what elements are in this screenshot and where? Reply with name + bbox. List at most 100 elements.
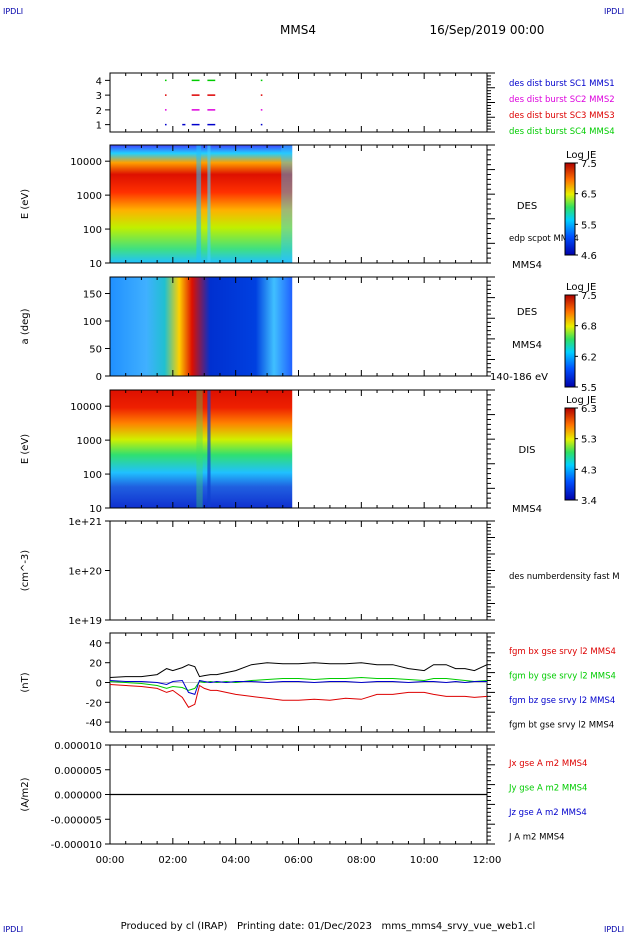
des-pitch-panel-spacecraft-label: MMS4 — [512, 340, 542, 351]
des-pitch-panel-ytick-label: 150 — [83, 290, 102, 301]
fgm-legend-4: fgm bt gse srvy l2 MMS4 — [509, 721, 614, 731]
current-panel-ytick-label: 0.000000 — [54, 791, 102, 802]
fgm-legend-1: fgm bx gse srvy l2 MMS4 — [509, 647, 616, 657]
des-pitch-panel-ylabel: a (deg) — [20, 308, 31, 344]
burst-panel-ytick-label: 1 — [96, 121, 102, 132]
des-energy-panel-instrument-label: DES — [517, 201, 537, 212]
burst-legend-4: des dist burst SC4 MMS4 — [509, 127, 615, 137]
des-energy-panel-heatmap-streak — [207, 145, 211, 263]
des-energy-panel-heatmap-streak — [281, 145, 293, 263]
des-energy-panel-spacecraft-label: MMS4 — [512, 260, 542, 271]
des-pitch-panel-colorbar — [564, 294, 576, 388]
fgm-panel-ytick-label: -20 — [86, 698, 102, 709]
current-panel-ylabel: (A/m2) — [20, 777, 31, 811]
figure-title: MMS4 — [280, 23, 316, 37]
density-panel-legend: des numberdensity fast M — [509, 572, 620, 582]
dis-energy-panel-ylabel: E (eV) — [20, 434, 31, 464]
burst-panel-ytick-label: 2 — [96, 106, 102, 117]
x-axis-tick-label: 04:00 — [221, 855, 250, 866]
des-energy-panel-ytick-label: 10 — [89, 259, 102, 270]
fgm-panel-ylabel: (nT) — [20, 672, 31, 692]
des-energy-panel-ylabel: E (eV) — [20, 189, 31, 219]
des-energy-panel-colorbar-title: Log JE — [566, 150, 596, 161]
current-legend-3: Jz gse A m2 MMS4 — [508, 808, 587, 818]
des-pitch-panel-ytick-label: 50 — [89, 345, 102, 356]
dis-energy-panel-heatmap — [110, 390, 293, 508]
corner-label-top-right: IPDLI — [604, 7, 624, 16]
x-axis-tick-label: 00:00 — [96, 855, 125, 866]
dis-energy-panel-colorbar-title: Log JE — [566, 395, 596, 406]
burst-panel-frame — [109, 72, 488, 133]
des-pitch-panel-colorbar-label: 7.5 — [581, 291, 597, 302]
figure-date: 16/Sep/2019 00:00 — [430, 23, 545, 37]
dis-energy-panel-ytick-label: 10 — [89, 504, 102, 515]
burst-legend-3: des dist burst SC3 MMS3 — [509, 111, 615, 121]
current-legend-1: Jx gse A m2 MMS4 — [508, 759, 587, 769]
des-pitch-panel-colorbar-label: 6.2 — [581, 352, 597, 363]
fgm-series-bz — [109, 679, 487, 696]
des-energy-panel-colorbar-label: 7.5 — [581, 159, 597, 170]
fgm-panel-ytick-label: 0 — [96, 679, 102, 690]
des-energy-panel-colorbar — [564, 162, 576, 256]
des-energy-panel-ytick-label: 1000 — [77, 191, 102, 202]
current-panel-ytick-label: 0.000005 — [54, 766, 102, 777]
des-energy-panel-heatmap-streak — [196, 145, 202, 263]
fgm-legend-3: fgm bz gse srvy l2 MMS4 — [509, 696, 615, 706]
des-energy-panel-ytick-label: 10000 — [70, 157, 102, 168]
fgm-panel-ytick-label: 20 — [89, 659, 102, 670]
corner-label-top-left: IPDLI — [3, 7, 23, 16]
dis-energy-panel-ytick-label: 10000 — [70, 402, 102, 413]
des-energy-panel-heatmap — [110, 145, 293, 263]
density-panel-frame — [109, 520, 488, 621]
des-pitch-panel-colorbar-label: 5.5 — [581, 383, 597, 394]
x-axis-tick-label: 10:00 — [410, 855, 439, 866]
dis-energy-panel-colorbar-label: 5.3 — [581, 435, 597, 446]
des-pitch-panel-ytick-label: 100 — [83, 317, 102, 328]
dis-energy-panel-heatmap-streak — [207, 390, 211, 508]
density-panel-ytick-label: 1e+20 — [68, 567, 102, 578]
dis-energy-panel-instrument-label: DIS — [519, 445, 536, 456]
x-axis-tick-label: 08:00 — [347, 855, 376, 866]
burst-legend-2: des dist burst SC2 MMS2 — [509, 95, 615, 105]
des-energy-panel-colorbar-label: 5.5 — [581, 220, 597, 231]
current-panel-ytick-label: -0.000010 — [51, 840, 102, 851]
des-energy-panel-colorbar-label: 6.5 — [581, 190, 597, 201]
burst-legend-1: des dist burst SC1 MMS1 — [509, 79, 615, 89]
dis-energy-panel-ytick-label: 1000 — [77, 436, 102, 447]
burst-panel-ytick-label: 4 — [96, 76, 102, 87]
fgm-series-bx — [109, 684, 488, 708]
des-pitch-panel-colorbar-title: Log JE — [566, 282, 596, 293]
dis-energy-panel-colorbar — [564, 407, 576, 501]
footer-credits: Produced by cl (IRAP) Printing date: 01/… — [121, 921, 536, 932]
des-pitch-panel-energy-range-label: 140-186 eV — [490, 372, 548, 383]
des-pitch-panel-colorbar-label: 6.8 — [581, 322, 597, 333]
current-panel-ytick-label: 0.000010 — [54, 741, 102, 752]
corner-label-bottom-left: IPDLI — [3, 925, 23, 934]
dis-energy-panel-heatmap-streak — [196, 390, 203, 508]
fgm-series-bt — [109, 662, 488, 678]
des-pitch-panel-instrument-label: DES — [517, 307, 537, 318]
density-panel-ytick-label: 1e+21 — [68, 517, 102, 528]
current-panel-ytick-label: -0.000005 — [51, 815, 102, 826]
corner-label-bottom-right: IPDLI — [604, 925, 624, 934]
des-pitch-panel-heatmap — [110, 277, 293, 376]
dis-energy-panel-ytick-label: 100 — [83, 470, 102, 481]
des-pitch-panel-ytick-label: 0 — [96, 372, 102, 383]
dis-energy-panel-colorbar-label: 3.4 — [581, 496, 597, 507]
x-axis-tick-label: 06:00 — [284, 855, 313, 866]
current-legend-4: J A m2 MMS4 — [508, 833, 565, 843]
fgm-panel-ytick-label: -40 — [86, 718, 102, 729]
burst-panel-ytick-label: 3 — [96, 91, 102, 102]
x-axis-tick-label: 02:00 — [158, 855, 187, 866]
fgm-series-by — [109, 676, 488, 691]
dis-energy-panel-colorbar-label: 6.3 — [581, 404, 597, 415]
dis-energy-panel-colorbar-label: 4.3 — [581, 465, 597, 476]
fgm-legend-2: fgm by gse srvy l2 MMS4 — [509, 672, 616, 682]
des-energy-panel-scpot-label: edp scpot MMS4 — [509, 234, 579, 244]
x-axis-tick-label: 12:00 — [473, 855, 502, 866]
density-panel-ylabel: (cm^-3) — [20, 550, 31, 591]
density-panel-ytick-label: 1e+19 — [68, 616, 102, 627]
des-energy-panel-colorbar-label: 4.6 — [581, 251, 597, 262]
fgm-panel-ytick-label: 40 — [89, 639, 102, 650]
